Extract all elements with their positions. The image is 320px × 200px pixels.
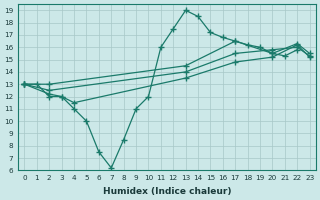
X-axis label: Humidex (Indice chaleur): Humidex (Indice chaleur) xyxy=(103,187,231,196)
